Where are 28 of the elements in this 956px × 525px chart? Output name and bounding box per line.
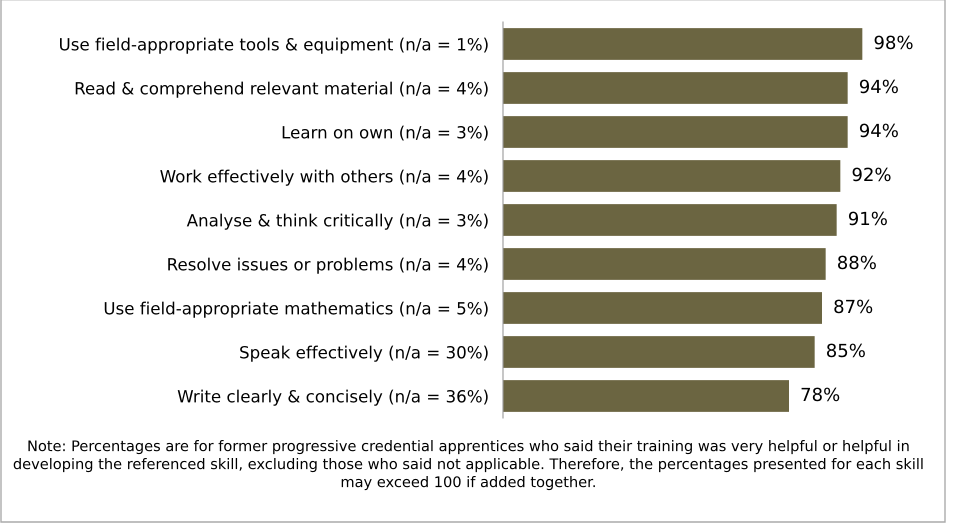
bar [503, 72, 848, 104]
bar [503, 336, 815, 368]
y-tick-label: Resolve issues or problems (n/a = 4%) [168, 258, 488, 274]
bar [503, 116, 848, 148]
data-label: 87% [834, 300, 872, 314]
data-label: 85% [827, 344, 865, 358]
bar [503, 292, 822, 324]
data-label: 92% [852, 168, 891, 182]
y-tick-label: Use field-appropriate mathematics (n/a = 5%) [104, 302, 488, 318]
y-tick-label: Analyse & think critically (n/a = 3%) [186, 214, 488, 230]
bar [503, 160, 840, 192]
data-label: 91% [848, 212, 887, 226]
y-tick-label: Work effectively with others (n/a = 4%) [160, 170, 488, 186]
data-label: 94% [860, 80, 898, 94]
data-label: 88% [838, 256, 876, 270]
y-tick-label: Write clearly & concisely (n/a = 36%) [178, 390, 488, 406]
bar [503, 248, 826, 280]
y-tick-label: Speak effectively (n/a = 30%) [240, 346, 488, 362]
data-label: 98% [874, 36, 913, 50]
bar [503, 380, 789, 412]
bar [503, 204, 837, 236]
data-label: 94% [860, 124, 898, 138]
bar [503, 28, 862, 60]
text: Note: Percentages are for former progressive credential apprentices who said their training was very helpful or helpful in developing the referenced skill, excluding those who said not applicable. Therefore, the percentages presented for each skill may exceed 100 if added together. [14, 440, 923, 490]
data-label: 78% [802, 388, 840, 402]
y-tick-label: Read & comprehend relevant material (n/a = 4%) [76, 82, 488, 98]
y-tick-label: Learn on own (n/a = 3%) [282, 126, 488, 141]
y-tick-label: Use field-appropriate tools & equipment (n/a = 1%) [60, 38, 488, 54]
